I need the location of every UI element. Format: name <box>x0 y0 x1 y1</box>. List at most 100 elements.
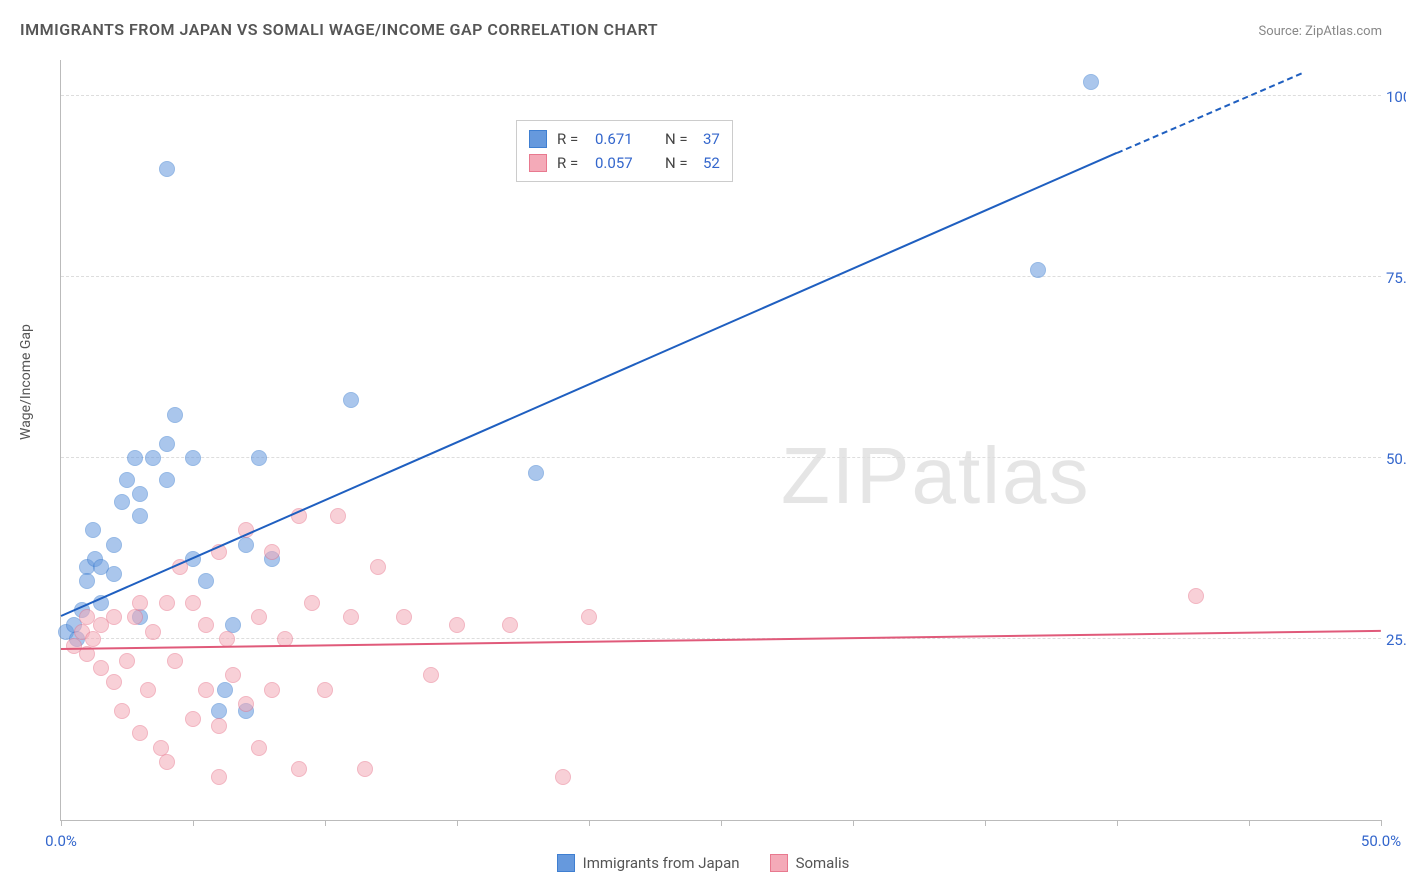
x-tick <box>193 820 194 826</box>
data-point <box>264 544 280 560</box>
data-point <box>555 769 571 785</box>
data-point <box>264 682 280 698</box>
r-label: R = <box>557 154 585 172</box>
x-tick <box>61 820 62 826</box>
chart-title: IMMIGRANTS FROM JAPAN VS SOMALI WAGE/INC… <box>20 20 658 39</box>
bottom-legend: Immigrants from Japan Somalis <box>0 854 1406 872</box>
source-prefix: Source: <box>1258 24 1305 39</box>
data-point <box>251 740 267 756</box>
plot-area: ZIPatlas R = 0.671 N = 37 R = 0.057 N = … <box>60 60 1381 821</box>
watermark-atlas: atlas <box>911 431 1090 520</box>
data-point <box>528 465 544 481</box>
x-tick <box>1249 820 1250 826</box>
data-point <box>1083 74 1099 90</box>
data-point <box>159 436 175 452</box>
data-point <box>198 573 214 589</box>
data-point <box>140 682 156 698</box>
swatch-series2 <box>770 854 788 872</box>
data-point <box>423 667 439 683</box>
stats-row-series1: R = 0.671 N = 37 <box>529 127 720 151</box>
r-label: R = <box>557 130 585 148</box>
data-point <box>502 617 518 633</box>
y-tick-label: 25.0% <box>1386 631 1406 649</box>
data-point <box>145 624 161 640</box>
data-point <box>211 769 227 785</box>
x-tick <box>721 820 722 826</box>
x-tick <box>1117 820 1118 826</box>
data-point <box>132 508 148 524</box>
data-point <box>251 609 267 625</box>
stats-legend-box: R = 0.671 N = 37 R = 0.057 N = 52 <box>516 120 733 182</box>
data-point <box>185 595 201 611</box>
stats-row-series2: R = 0.057 N = 52 <box>529 151 720 175</box>
data-point <box>211 718 227 734</box>
data-point <box>304 595 320 611</box>
data-point <box>85 631 101 647</box>
data-point <box>127 609 143 625</box>
data-point <box>357 761 373 777</box>
data-point <box>225 667 241 683</box>
r-value-series1: 0.671 <box>595 130 655 148</box>
watermark-zip: ZIP <box>781 431 911 520</box>
data-point <box>238 537 254 553</box>
data-point <box>127 450 143 466</box>
data-point <box>167 653 183 669</box>
data-point <box>185 450 201 466</box>
x-tick <box>589 820 590 826</box>
data-point <box>317 682 333 698</box>
n-label: N = <box>665 130 693 148</box>
swatch-series2 <box>529 154 547 172</box>
data-point <box>185 711 201 727</box>
data-point <box>198 617 214 633</box>
x-tick <box>325 820 326 826</box>
data-point <box>291 761 307 777</box>
n-value-series1: 37 <box>703 130 720 148</box>
data-point <box>159 595 175 611</box>
data-point <box>79 573 95 589</box>
data-point <box>581 609 597 625</box>
data-point <box>93 660 109 676</box>
n-label: N = <box>665 154 693 172</box>
data-point <box>1188 588 1204 604</box>
x-tick-label: 50.0% <box>1361 832 1401 850</box>
gridline <box>61 276 1381 277</box>
legend-label-series2: Somalis <box>796 854 850 872</box>
legend-item-series2: Somalis <box>770 854 850 872</box>
data-point <box>343 609 359 625</box>
data-point <box>330 508 346 524</box>
data-point <box>85 522 101 538</box>
data-point <box>145 450 161 466</box>
y-tick-label: 100.0% <box>1386 88 1406 106</box>
data-point <box>119 472 135 488</box>
data-point <box>119 653 135 669</box>
x-tick-label: 0.0% <box>45 832 77 850</box>
source-link[interactable]: ZipAtlas.com <box>1305 24 1382 39</box>
legend-item-series1: Immigrants from Japan <box>557 854 740 872</box>
data-point <box>251 450 267 466</box>
legend-label-series1: Immigrants from Japan <box>583 854 740 872</box>
x-tick <box>985 820 986 826</box>
data-point <box>114 703 130 719</box>
n-value-series2: 52 <box>703 154 720 172</box>
data-point <box>449 617 465 633</box>
x-tick <box>457 820 458 826</box>
swatch-series1 <box>529 130 547 148</box>
data-point <box>132 725 148 741</box>
trend-line <box>1117 73 1303 154</box>
data-point <box>198 682 214 698</box>
gridline <box>61 95 1381 96</box>
data-point <box>396 609 412 625</box>
y-tick-label: 75.0% <box>1386 269 1406 287</box>
data-point <box>217 682 233 698</box>
data-point <box>238 696 254 712</box>
r-value-series2: 0.057 <box>595 154 655 172</box>
data-point <box>132 595 148 611</box>
y-tick-label: 50.0% <box>1386 450 1406 468</box>
data-point <box>106 537 122 553</box>
data-point <box>106 566 122 582</box>
data-point <box>106 609 122 625</box>
data-point <box>132 486 148 502</box>
x-tick <box>853 820 854 826</box>
data-point <box>159 472 175 488</box>
data-point <box>1030 262 1046 278</box>
